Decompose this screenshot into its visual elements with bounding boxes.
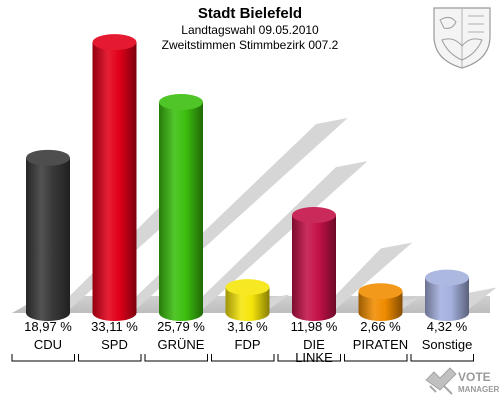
bar-body-piraten	[358, 291, 403, 321]
axis-bracket-sonstige	[410, 354, 474, 362]
bar-shadow-gr-ne	[185, 161, 368, 313]
bar-body-fdp	[225, 287, 270, 321]
bar-cap-cdu	[26, 149, 70, 166]
category-label-piraten: PIRATEN	[353, 337, 408, 352]
bar-shadow-die-linke	[318, 242, 413, 313]
bar-body-gr-ne	[159, 102, 203, 321]
category-label-cdu: CDU	[34, 337, 62, 352]
category-label-spd: SPD	[101, 337, 128, 352]
bar-body-cdu	[26, 157, 70, 321]
category-label-fdp: FDP	[235, 337, 261, 352]
value-label-cdu: 18,97 %	[24, 319, 72, 334]
category-label-die-linke-1: DIE	[303, 337, 325, 352]
bar-fdp	[225, 279, 270, 321]
vote-manager-logo: VOTE MANAGER	[425, 367, 500, 395]
bar-gr-ne	[159, 94, 203, 321]
bar-cap-spd	[92, 34, 137, 51]
value-label-fdp: 3,16 %	[227, 319, 268, 334]
value-label-spd: 33,11 %	[91, 319, 138, 334]
bars	[26, 34, 469, 322]
bar-cap-gr-ne	[159, 94, 203, 111]
coat-of-arms-icon	[433, 7, 491, 69]
bar-piraten	[358, 283, 403, 321]
bar-sonstige	[425, 269, 469, 321]
bar-cap-sonstige	[425, 269, 469, 286]
value-label-die-linke: 11,98 %	[291, 319, 338, 334]
value-label-sonstige: 4,32 %	[427, 319, 468, 334]
bar-body-sonstige	[425, 277, 469, 321]
bar-body-die-linke	[292, 215, 336, 321]
value-labels: 18,97 % 33,11 % 25,79 % 3,16 % 11,98 % 2,66 %…	[24, 319, 468, 334]
chart-subtitle-district: Zweitstimmen Stimmbezirk 007.2	[162, 38, 339, 52]
axis-bracket-cdu	[11, 354, 75, 362]
check-mark-icon	[425, 367, 457, 395]
category-label-die-linke-2: LINKE	[295, 350, 333, 365]
axis-bracket-gr-ne	[144, 354, 208, 362]
bar-cap-piraten	[358, 283, 403, 300]
axis-bracket-spd	[78, 354, 142, 362]
axis-bracket-piraten	[344, 354, 408, 362]
bar-cap-fdp	[225, 279, 270, 296]
value-label-gr-ne: 25,79 %	[157, 319, 205, 334]
bar-cap-die-linke	[292, 207, 336, 224]
bar-body-spd	[92, 42, 137, 322]
bar-cdu	[26, 149, 70, 321]
logo-line-vote: VOTE	[458, 370, 491, 384]
bar-spd	[92, 34, 137, 322]
logo-line-manager: MANAGER	[458, 385, 500, 394]
category-label-sonstige: Sonstige	[422, 337, 473, 352]
chart-title: Stadt Bielefeld	[198, 5, 302, 22]
axis-bracket-fdp	[211, 354, 275, 362]
category-label-gr-ne: GRÜNE	[158, 337, 205, 352]
bar-die-linke	[292, 207, 336, 321]
value-label-piraten: 2,66 %	[360, 319, 401, 334]
chart-subtitle-election: Landtagswahl 09.05.2010	[181, 23, 319, 37]
axis-bracket-die-linke	[277, 354, 341, 362]
